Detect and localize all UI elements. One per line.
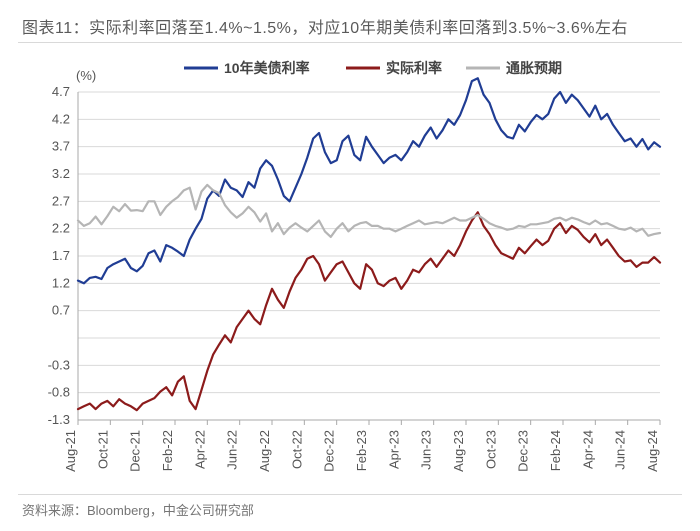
chart-svg: -1.3 -0.8 -0.3 0.7 1.2 1.7 2.2 2.7 3.2 3.7 4.2 4.7 A… — [24, 56, 676, 486]
svg-text:Jun-24: Jun-24 — [613, 430, 628, 470]
svg-text:Aug-24: Aug-24 — [645, 430, 660, 472]
svg-text:Feb-23: Feb-23 — [354, 430, 369, 471]
svg-text:Jun-23: Jun-23 — [419, 430, 434, 470]
svg-text:3.7: 3.7 — [52, 139, 70, 154]
svg-text:Aug-21: Aug-21 — [63, 430, 78, 472]
svg-text:2.7: 2.7 — [52, 193, 70, 208]
svg-text:-0.8: -0.8 — [48, 385, 70, 400]
svg-text:Oct-23: Oct-23 — [483, 430, 498, 469]
legend-label: 实际利率 — [386, 60, 442, 76]
svg-text:Dec-21: Dec-21 — [128, 430, 143, 472]
chart-title: 图表11：实际利率回落至1.4%~1.5%，对应10年期美债利率回落到3.5%~… — [22, 14, 678, 38]
svg-text:Feb-22: Feb-22 — [160, 430, 175, 471]
svg-text:4.7: 4.7 — [52, 84, 70, 99]
svg-text:Apr-24: Apr-24 — [580, 430, 595, 469]
svg-text:Dec-22: Dec-22 — [322, 430, 337, 472]
svg-text:(%): (%) — [76, 68, 96, 83]
header-divider — [18, 42, 682, 43]
svg-text:2.2: 2.2 — [52, 221, 70, 236]
source-footer: 资料来源：Bloomberg，中金公司研究部 — [22, 500, 254, 519]
svg-text:Dec-23: Dec-23 — [516, 430, 531, 472]
svg-text:1.7: 1.7 — [52, 248, 70, 263]
svg-text:Apr-22: Apr-22 — [192, 430, 207, 469]
series-实际利率 — [78, 212, 660, 410]
svg-text:3.2: 3.2 — [52, 166, 70, 181]
svg-text:0.7: 0.7 — [52, 303, 70, 318]
footer-divider — [18, 494, 682, 495]
svg-text:-0.3: -0.3 — [48, 357, 70, 372]
page: 图表11：实际利率回落至1.4%~1.5%，对应10年期美债利率回落到3.5%~… — [0, 0, 700, 531]
svg-text:Oct-21: Oct-21 — [95, 430, 110, 469]
svg-text:4.2: 4.2 — [52, 111, 70, 126]
svg-text:1.2: 1.2 — [52, 275, 70, 290]
title-text: 实际利率回落至1.4%~1.5%，对应10年期美债利率回落到3.5%~3.6%左… — [89, 20, 628, 37]
legend-label: 通胀预期 — [506, 60, 562, 76]
legend-label: 10年美债利率 — [224, 60, 310, 76]
svg-text:Apr-23: Apr-23 — [386, 430, 401, 469]
svg-text:Jun-22: Jun-22 — [225, 430, 240, 470]
svg-text:-1.3: -1.3 — [48, 412, 70, 427]
line-chart: -1.3 -0.8 -0.3 0.7 1.2 1.7 2.2 2.7 3.2 3.7 4.2 4.7 A… — [24, 56, 676, 486]
series-10年美债利率 — [78, 78, 660, 283]
svg-text:Aug-23: Aug-23 — [451, 430, 466, 472]
svg-text:Oct-22: Oct-22 — [289, 430, 304, 469]
svg-text:Aug-22: Aug-22 — [257, 430, 272, 472]
title-prefix: 图表11： — [22, 20, 89, 37]
svg-text:Feb-24: Feb-24 — [548, 430, 563, 471]
